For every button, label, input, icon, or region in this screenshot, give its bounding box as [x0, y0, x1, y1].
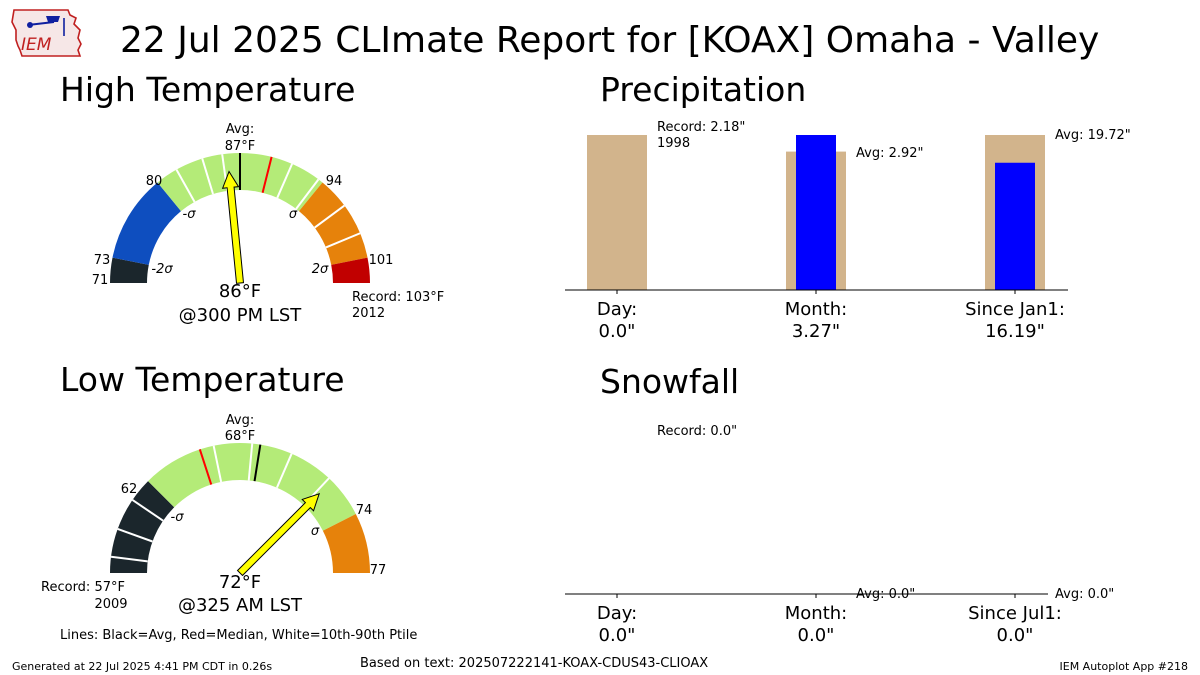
snow-label-season: Since Jul1:	[968, 603, 1062, 624]
snow-value-day: 0.0"	[599, 625, 636, 646]
snow-label-day: Day:	[597, 603, 637, 624]
generated-footer: Generated at 22 Jul 2025 4:41 PM CDT in …	[12, 660, 273, 673]
snow-season-avg-annotation: Avg: 0.0"	[1055, 587, 1114, 602]
snow-record-annotation: Record: 0.0"	[657, 424, 737, 439]
high-tick-94: 94	[326, 174, 343, 189]
high-temp-gauge: Avg: 87°F 80 94 73 71 101 -σ -2σ σ 2σ 86…	[92, 122, 444, 326]
precip-label-month: Month:	[785, 299, 847, 320]
snow-label-month: Month:	[785, 603, 847, 624]
precip-value-year: 16.19"	[985, 321, 1045, 342]
high-tick-80: 80	[146, 174, 163, 189]
precip-value-month: 3.27"	[792, 321, 840, 342]
high-tick-101: 101	[369, 253, 394, 268]
hi-percentile-line-0	[175, 169, 196, 203]
lo-percentile-line-1	[117, 528, 153, 543]
low-temp-gauge: Avg: 68°F 62 74 77 -σ σ 72°F @325 AM LST…	[41, 413, 386, 616]
lo-percentile-line-0	[110, 555, 148, 563]
hi-needle	[221, 170, 245, 284]
high-temp-title: High Temperature	[60, 70, 356, 109]
high-avg-label: Avg:	[226, 122, 254, 137]
high-tick-73: 73	[94, 253, 111, 268]
high-sigma-plus2: 2σ	[312, 262, 329, 277]
precip-record-year: 1998	[657, 136, 690, 151]
lo-avg-line	[253, 444, 262, 482]
low-tick-74: 74	[356, 503, 373, 518]
precip-label-year: Since Jan1:	[965, 299, 1065, 320]
lo-median-line	[198, 449, 213, 485]
precip-title: Precipitation	[600, 70, 807, 109]
high-avg-value: 87°F	[225, 139, 256, 154]
low-record: Record: 57°F	[41, 580, 125, 595]
high-sigma-minus2: -2σ	[151, 262, 173, 277]
snow-value-season: 0.0"	[997, 625, 1034, 646]
hi-median-line	[261, 156, 273, 194]
high-sigma-minus1: -σ	[183, 207, 197, 222]
hi-percentile-line-4	[295, 178, 320, 210]
snow-month-avg-annotation: Avg: 0.0"	[856, 587, 915, 602]
lo-needle	[236, 493, 320, 577]
precip-month-avg-annotation: Avg: 2.92"	[856, 146, 924, 161]
low-record-year: 2009	[94, 597, 127, 612]
high-record-year: 2012	[352, 306, 385, 321]
precip-observed-bar-1	[796, 135, 836, 290]
hi-gauge-band-3	[298, 182, 368, 265]
low-observed-time: @325 AM LST	[178, 595, 303, 616]
snow-chart: Day: 0.0" Month: 0.0" Since Jul1: 0.0" R…	[565, 424, 1114, 646]
snow-value-month: 0.0"	[798, 625, 835, 646]
hi-percentile-line-6	[325, 232, 361, 249]
hi-percentile-line-5	[314, 204, 346, 229]
high-tick-71: 71	[92, 273, 109, 288]
snow-title: Snowfall	[600, 362, 740, 401]
based-on-text: Based on text: 202507222141-KOAX-CDUS43-…	[360, 656, 709, 671]
lo-gauge-band-0	[110, 481, 175, 573]
logo-text: IEM	[21, 35, 52, 55]
precip-year-avg-annotation: Avg: 19.72"	[1055, 128, 1131, 143]
lo-gauge-band-2	[322, 513, 370, 573]
low-tick-77: 77	[370, 563, 387, 578]
precip-observed-bar-2	[995, 162, 1035, 290]
hi-gauge-band-1	[112, 182, 182, 265]
precip-chart: Day: 0.0" Month: 3.27" Since Jan1: 16.19…	[565, 120, 1131, 342]
low-avg-value: 68°F	[225, 429, 256, 444]
app-footer: IEM Autoplot App #218	[1059, 660, 1189, 673]
lo-percentile-line-4	[247, 443, 254, 481]
lines-legend-note: Lines: Black=Avg, Red=Median, White=10th…	[60, 628, 418, 643]
low-sigma-minus1: -σ	[171, 510, 185, 525]
high-record: Record: 103°F	[352, 290, 444, 305]
high-sigma-plus1: σ	[289, 207, 298, 222]
report-title: 22 Jul 2025 CLImate Report for [KOAX] Om…	[120, 20, 1100, 61]
hi-percentile-line-1	[201, 158, 214, 195]
lo-percentile-line-5	[276, 453, 293, 489]
precip-reference-bar-0	[587, 135, 647, 290]
lo-percentile-line-2	[131, 499, 164, 522]
high-observed-value: 86°F	[219, 281, 261, 302]
low-sigma-plus1: σ	[311, 524, 320, 539]
high-observed-time: @300 PM LST	[179, 305, 303, 326]
lo-gauge-band-1	[148, 443, 356, 531]
lo-percentile-line-3	[212, 445, 223, 483]
precip-record-annotation: Record: 2.18"	[657, 120, 745, 135]
hi-gauge-band-4	[331, 257, 370, 283]
low-tick-62: 62	[121, 482, 138, 497]
low-observed-value: 72°F	[219, 572, 261, 593]
iem-logo: IEM	[11, 9, 82, 57]
hi-gauge-band-0	[110, 257, 149, 283]
precip-value-day: 0.0"	[599, 321, 636, 342]
low-temp-title: Low Temperature	[60, 360, 345, 399]
hi-percentile-line-3	[276, 163, 294, 199]
low-avg-label: Avg:	[226, 413, 254, 428]
precip-label-day: Day:	[597, 299, 637, 320]
